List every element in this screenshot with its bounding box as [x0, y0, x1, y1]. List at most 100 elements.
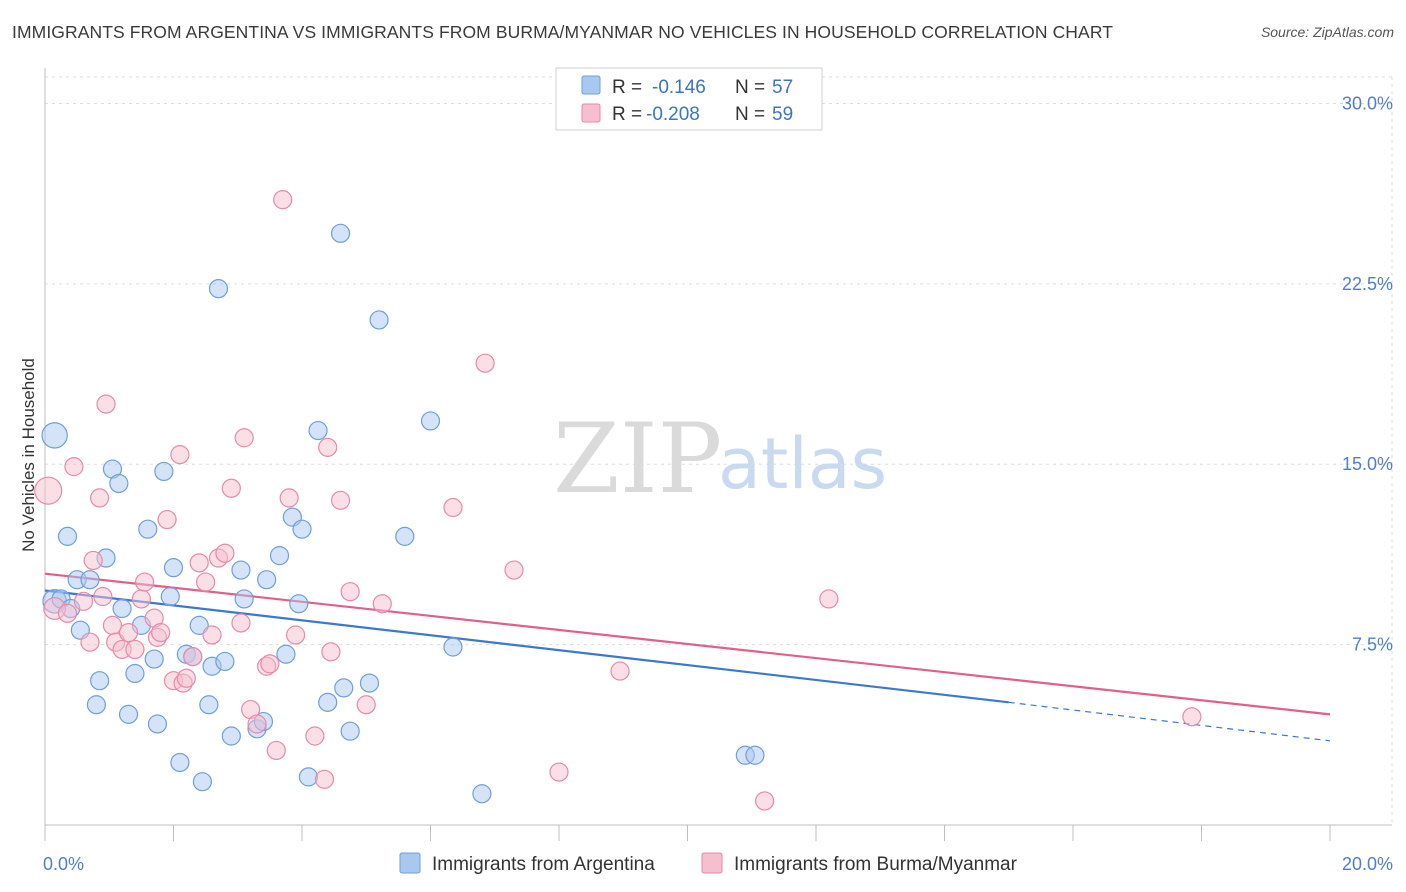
point-burma — [202, 625, 222, 645]
legend-r-label: R = — [612, 104, 642, 125]
point-argentina — [231, 560, 251, 580]
point-argentina — [147, 714, 168, 734]
point-burma — [314, 769, 335, 789]
point-burma — [93, 586, 113, 607]
x-tick-label: 0.0% — [43, 854, 84, 874]
point-argentina — [298, 767, 319, 787]
point-burma — [57, 603, 78, 623]
point-burma — [443, 497, 463, 518]
point-burma — [134, 572, 155, 592]
y-tick-label: 22.5% — [1342, 274, 1393, 294]
point-argentina — [443, 637, 463, 657]
point-argentina — [170, 752, 190, 773]
y-tick-label: 30.0% — [1342, 93, 1393, 113]
point-burma — [80, 632, 100, 652]
point-burma — [279, 488, 299, 508]
legend-r-value: -0.208 — [646, 104, 700, 125]
point-argentina — [257, 570, 277, 590]
legend-row-burma: R = -0.208 N = 59 — [581, 103, 793, 125]
trend-line-burma — [44, 572, 1331, 716]
point-argentina — [199, 695, 219, 715]
point-burma — [102, 615, 123, 635]
point-burma — [247, 714, 267, 734]
point-argentina — [269, 546, 290, 566]
trend-line-argentina — [44, 589, 1009, 704]
point-burma — [196, 572, 216, 592]
legend-swatch-burma — [581, 103, 601, 123]
point-burma — [151, 622, 171, 643]
point-argentina — [395, 526, 415, 546]
point-burma — [260, 654, 280, 674]
point-burma — [118, 622, 139, 643]
point-burma — [73, 591, 94, 611]
point-argentina — [192, 772, 213, 792]
point-argentina — [334, 678, 354, 698]
series-label-argentina: Immigrants from Argentina — [432, 854, 655, 875]
point-argentina — [234, 589, 254, 609]
point-burma — [549, 762, 569, 782]
point-argentina — [80, 570, 100, 590]
y-tick-label: 7.5% — [1352, 635, 1393, 655]
point-burma — [234, 428, 254, 448]
point-burma — [1182, 707, 1202, 727]
point-argentina — [420, 411, 441, 431]
point-burma — [131, 589, 151, 609]
point-burma — [356, 695, 376, 715]
legend-n-value: 57 — [772, 77, 793, 98]
point-argentina — [90, 671, 110, 691]
point-burma — [125, 639, 145, 660]
point-burma — [64, 457, 84, 477]
point-argentina — [340, 721, 360, 741]
point-argentina — [138, 519, 158, 539]
point-argentina — [163, 558, 184, 578]
point-burma — [475, 353, 495, 373]
point-argentina — [112, 598, 132, 619]
point-argentina — [154, 461, 174, 482]
point-burma — [819, 589, 839, 609]
legend-swatch-argentina — [581, 75, 601, 95]
point-burma — [83, 550, 103, 571]
point-argentina — [208, 279, 229, 299]
watermark: ZIP atlas — [553, 403, 887, 515]
point-argentina — [144, 649, 164, 669]
point-burma — [340, 582, 360, 602]
point-argentina — [359, 673, 380, 693]
point-argentina — [86, 695, 107, 715]
x-tick-label: 20.0% — [1342, 854, 1393, 874]
point-argentina — [221, 726, 241, 746]
source-credit: Source: ZipAtlas.com — [1260, 24, 1394, 40]
chart-title: IMMIGRANTS FROM ARGENTINA VS IMMIGRANTS … — [12, 22, 1114, 42]
point-burma — [273, 190, 293, 210]
watermark-zip: ZIP — [553, 403, 722, 515]
point-burma — [231, 613, 251, 633]
point-burma — [221, 478, 241, 498]
point-burma — [170, 445, 190, 465]
point-argentina — [215, 651, 235, 672]
point-burma — [266, 740, 286, 761]
point-burma — [285, 625, 306, 645]
series-legend: Immigrants from Argentina Immigrants fro… — [399, 852, 1018, 875]
point-burma — [96, 394, 116, 414]
point-argentina — [160, 586, 180, 607]
series-label-burma: Immigrants from Burma/Myanmar — [734, 854, 1018, 875]
point-argentina — [745, 745, 765, 765]
point-burma — [215, 543, 235, 563]
y-tick-labels: 7.5% 15.0% 22.5% 30.0% — [1342, 93, 1393, 654]
point-burma — [34, 476, 63, 505]
point-argentina — [472, 784, 492, 804]
point-argentina — [318, 692, 338, 712]
data-points — [34, 190, 1202, 811]
point-burma — [318, 437, 338, 457]
point-burma — [754, 791, 775, 811]
point-burma — [305, 726, 325, 746]
point-burma — [330, 490, 351, 510]
point-argentina — [125, 663, 145, 684]
legend-r-label: R = — [612, 77, 642, 98]
stats-legend: R = -0.146 N = 57 R = -0.208 N = 59 — [555, 67, 823, 131]
point-burma — [504, 560, 524, 580]
point-burma — [183, 647, 203, 667]
point-argentina — [109, 473, 129, 494]
point-burma — [189, 553, 209, 573]
point-argentina — [369, 310, 389, 330]
